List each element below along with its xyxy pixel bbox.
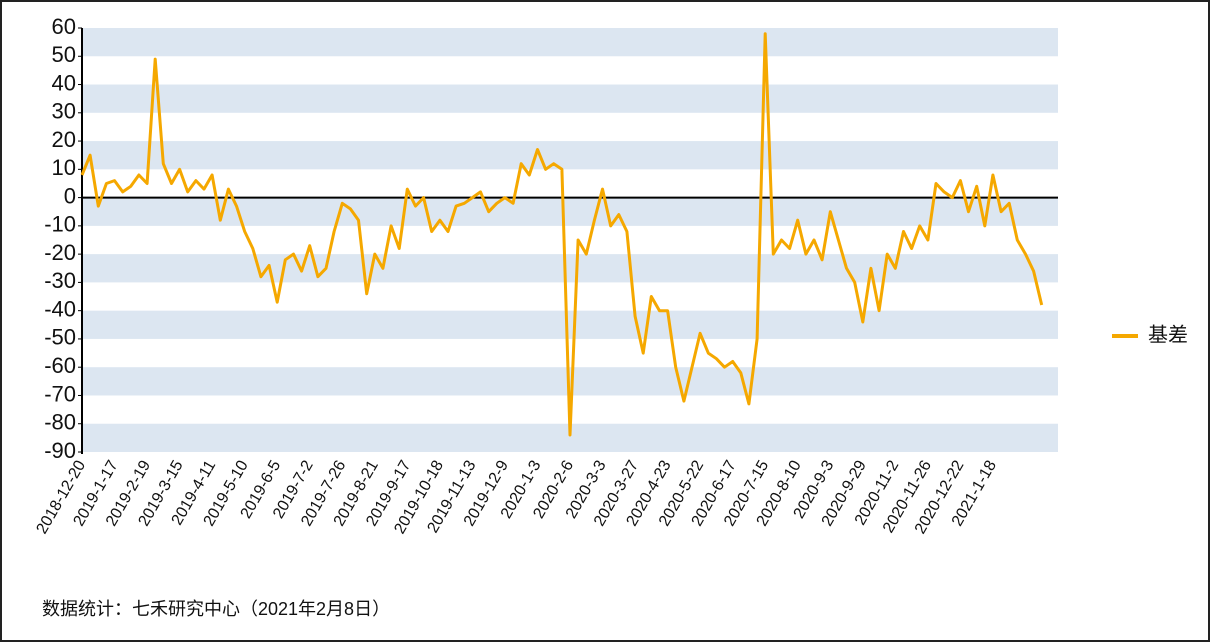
y-tick-label: 20 [52, 127, 76, 152]
y-tick-label: -10 [44, 212, 76, 237]
y-tick-label: -90 [44, 438, 76, 463]
y-tick-label: 10 [52, 155, 76, 180]
y-tick-label: 0 [64, 183, 76, 208]
y-tick-label: 30 [52, 99, 76, 124]
stripe [82, 310, 1058, 339]
y-tick-label: -20 [44, 240, 76, 265]
y-tick-label: 60 [52, 14, 76, 39]
line-series [80, 32, 1044, 437]
y-tick-label: -40 [44, 296, 76, 321]
y-tick-label: 40 [52, 70, 76, 95]
y-tick-label: -70 [44, 381, 76, 406]
y-tick-label: -50 [44, 325, 76, 350]
stripe [82, 141, 1058, 170]
y-tick-label: 50 [52, 42, 76, 67]
y-tick-label: -60 [44, 353, 76, 378]
footnote: 数据统计：七禾研究中心（2021年2月8日） [42, 599, 390, 619]
stripe [82, 254, 1058, 283]
stripe [82, 84, 1058, 113]
y-tick-label: -80 [44, 410, 76, 435]
y-tick-label: -30 [44, 268, 76, 293]
stripe [82, 197, 1058, 226]
stripe [82, 28, 1058, 57]
legend-label: 基差 [1148, 323, 1188, 346]
